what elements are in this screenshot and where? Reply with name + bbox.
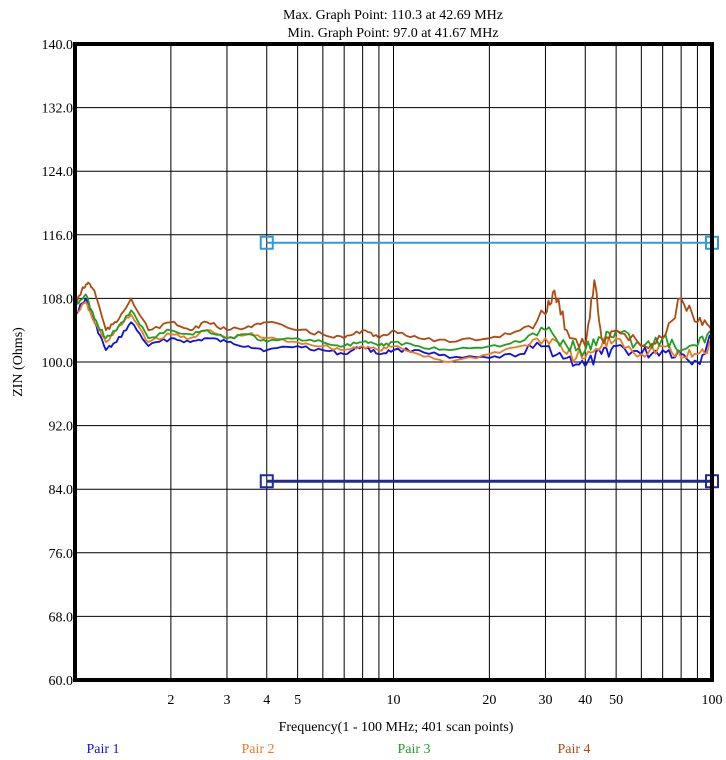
x-tick-label: 100 xyxy=(702,693,723,708)
legend-item: Pair 1 xyxy=(86,742,119,757)
limit-marker xyxy=(259,235,274,250)
x-tick-label: 2 xyxy=(167,693,174,708)
series-line xyxy=(74,293,713,357)
y-tick-label: 84.0 xyxy=(49,483,74,498)
limit-lines xyxy=(259,235,719,489)
legend-item: Pair 3 xyxy=(397,742,430,757)
x-tick-label: 4 xyxy=(263,693,270,708)
x-tick-label: 30 xyxy=(538,693,552,708)
x-tick-label: 10 xyxy=(387,693,401,708)
y-tick-label: 92.0 xyxy=(49,420,74,435)
x-tick-label: 20 xyxy=(482,693,496,708)
plot-frame xyxy=(73,42,714,682)
y-tick-labels: 60.0 68.0 76.0 84.0 92.0 100.0 108.0 116.0 124.0… xyxy=(42,38,74,689)
legend-item: Pair 4 xyxy=(557,742,590,757)
series-line xyxy=(74,279,713,350)
legend: Pair 1 Pair 2 Pair 3 Pair 4 xyxy=(86,742,590,757)
y-tick-label: 124.0 xyxy=(42,165,74,180)
y-tick-label: 108.0 xyxy=(42,292,74,307)
y-tick-label: 76.0 xyxy=(49,547,74,562)
y-tick-label: 68.0 xyxy=(49,610,74,625)
y-axis-label: ZIN (Ohms) xyxy=(11,327,26,397)
limit-marker xyxy=(259,474,274,489)
x-tick-label: 40 xyxy=(578,693,592,708)
grid-lines xyxy=(75,43,712,681)
x-tick-label: 50 xyxy=(609,693,623,708)
x-tick-label: 5 xyxy=(294,693,301,708)
y-tick-label: 140.0 xyxy=(42,38,74,53)
min-graph-point: Min. Graph Point: 97.0 at 41.67 MHz xyxy=(287,26,498,41)
y-tick-label: 60.0 xyxy=(49,674,74,689)
y-tick-label: 116.0 xyxy=(42,229,73,244)
series-line xyxy=(74,301,713,363)
x-axis-label: Frequency(1 - 100 MHz; 401 scan points) xyxy=(279,720,514,735)
y-tick-label: 132.0 xyxy=(42,102,74,117)
x-tick-label: 3 xyxy=(223,693,230,708)
series-lines xyxy=(74,279,713,367)
x-tick-labels: 2 3 4 5 10 20 30 40 50 100 xyxy=(167,693,722,708)
legend-item: Pair 2 xyxy=(241,742,274,757)
max-graph-point: Max. Graph Point: 110.3 at 42.69 MHz xyxy=(283,8,503,23)
y-tick-label: 100.0 xyxy=(42,356,74,371)
